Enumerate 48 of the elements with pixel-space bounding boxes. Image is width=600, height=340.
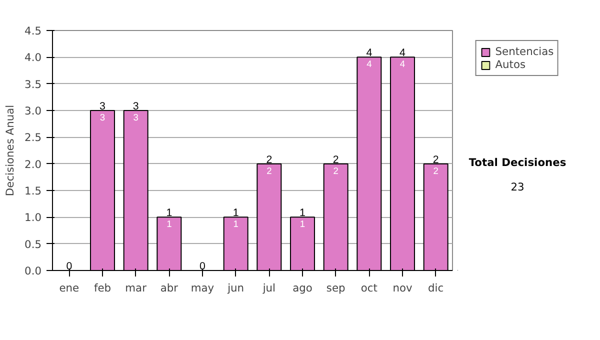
total-label: 1 [300,207,306,220]
data-label: 4 [400,59,406,70]
total-label: 1 [166,207,172,220]
x-tick-label: may [190,282,214,294]
data-label: 2 [433,166,438,176]
data-label: 2 [266,166,272,176]
x-tick-label: ago [292,282,312,294]
y-tick-label: 0.0 [24,264,42,278]
x-tick-label: jul [262,282,276,294]
total-label: 1 [232,207,239,220]
y-tick-label: 1.0 [24,211,42,224]
y-axis-title: Decisiones Anual [4,104,17,196]
x-tick-label: abr [160,282,179,294]
text: 23 [510,180,524,194]
total-label: 3 [100,100,106,112]
data-label: 1 [166,219,172,230]
x-tick-label: feb [94,282,112,294]
data-label: 1 [233,219,238,230]
total-label: 4 [400,47,406,60]
y-tick-label: 1.5 [24,184,42,198]
x-tick-label: mar [125,282,148,294]
y-tick-label: 2.0 [24,158,42,171]
x-tick-label: dic [428,282,444,294]
total-label: 3 [132,100,139,112]
y-tick-label: 2.5 [24,131,42,144]
text: Total Decisiones [468,156,566,169]
y-tick-label: 4.5 [24,24,42,38]
total-label: 2 [266,154,272,166]
data-label: 3 [100,112,106,122]
x-tick-label: sep [326,282,346,294]
data-label: 1 [300,219,306,230]
y-tick-label: 3.0 [24,104,42,118]
x-tick-label: jun [226,282,244,294]
x-tick-label: nov [392,282,412,294]
total-label: 4 [366,47,372,60]
legend-label: Autos [495,58,526,71]
y-tick-label: 3.5 [24,78,42,91]
total-label: 0 [200,260,206,272]
total-label: 2 [432,154,439,166]
y-tick-label: 0.5 [24,238,42,251]
legend-label: Sentencias [495,45,554,58]
data-label: 2 [333,166,338,176]
data-label: 3 [133,112,138,122]
total-label: 2 [332,154,339,166]
y-tick-label: 4.0 [24,51,42,64]
x-tick-label: oct [360,282,378,294]
x-tick-label: ene [59,282,80,294]
data-label: 4 [366,59,372,70]
